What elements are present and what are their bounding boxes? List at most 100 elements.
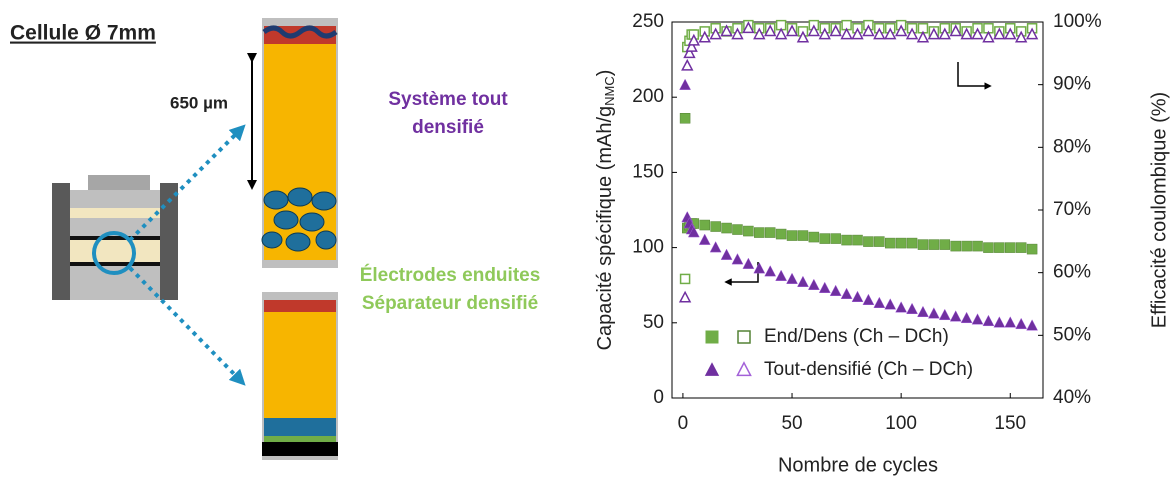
- capacity-point: [829, 284, 842, 296]
- capacity-point: [818, 281, 831, 293]
- capacity-point: [764, 265, 777, 277]
- capacity-point: [775, 269, 788, 281]
- capacity-point: [939, 239, 951, 250]
- efficiency-point: [840, 27, 853, 40]
- efficiency-point: [993, 27, 1006, 40]
- efficiency-point: [916, 30, 930, 43]
- efficiency-point: [982, 30, 995, 43]
- y-label-sub: NMC: [602, 76, 617, 106]
- capacity-point: [884, 298, 897, 310]
- capacity-point: [874, 236, 885, 247]
- capacity-point: [928, 239, 940, 250]
- legend-label: Tout-densifié (Ch – DCh): [764, 359, 973, 380]
- capacity-point: [938, 308, 951, 321]
- efficiency-point: [753, 27, 766, 40]
- y-label-text: Capacité spécifique (mAh/g: [594, 106, 616, 351]
- capacity-point: [1015, 242, 1027, 253]
- legend-marker: [705, 330, 719, 344]
- capacity-point: [1015, 317, 1028, 330]
- y2-tick-label: 60%: [1053, 262, 1091, 283]
- diagram: Cellule Ø 7mm 650 µm Système tout densif…: [10, 18, 540, 460]
- y-axis-label: Capacité spécifique (mAh/gNMC): [594, 70, 617, 351]
- efficiency-point: [1025, 27, 1039, 40]
- capacity-point: [754, 227, 765, 238]
- cell-title: Cellule Ø 7mm: [10, 22, 156, 45]
- capacity-point: [1026, 319, 1039, 331]
- capacity-point: [830, 233, 841, 244]
- capacity-point: [884, 237, 896, 249]
- capacity-point: [797, 230, 809, 241]
- capacity-point: [961, 240, 972, 252]
- capacity-point: [687, 226, 700, 238]
- efficiency-point: [818, 27, 831, 40]
- efficiency-point: [681, 58, 694, 71]
- capacity-point: [960, 311, 973, 324]
- capacity-point: [841, 234, 852, 246]
- efficiency-point: [785, 24, 799, 37]
- capacity-point: [972, 240, 983, 252]
- capacity-point: [917, 239, 929, 250]
- y2-tick-label: 70%: [1053, 199, 1091, 220]
- efficiency-point: [678, 290, 692, 303]
- efficiency-point: [905, 27, 919, 40]
- capacity-point: [851, 290, 864, 302]
- thickness-label: 650 µm: [170, 93, 228, 112]
- y-tick-label: 100: [632, 237, 664, 258]
- y2-axis-label: Efficacité coulombique (%): [1148, 92, 1170, 328]
- capacity-point: [786, 230, 798, 241]
- efficiency-point: [949, 24, 962, 37]
- capacity-point: [993, 316, 1006, 328]
- capacity-point: [840, 287, 853, 299]
- capacity-point: [699, 219, 710, 231]
- capacity-point: [808, 231, 820, 243]
- efficiency-point: [927, 27, 941, 40]
- y2-tick-label: 90%: [1053, 74, 1091, 95]
- x-tick-label: 0: [678, 413, 689, 434]
- efficiency-point: [679, 273, 691, 285]
- capacity-point: [906, 237, 918, 249]
- capacity-point: [720, 248, 733, 260]
- efficiency-point: [764, 24, 777, 37]
- capacity-point: [721, 222, 732, 234]
- y-tick-label: 50: [643, 312, 664, 333]
- capacity-point: [949, 310, 962, 322]
- top-label: densifié: [412, 117, 484, 138]
- x-tick-label: 150: [994, 413, 1026, 434]
- y-label-end: ): [594, 70, 616, 77]
- y2-tick-label: 50%: [1053, 324, 1091, 345]
- capacity-point: [698, 233, 711, 245]
- efficiency-point: [1004, 27, 1017, 40]
- efficiency-point: [807, 24, 821, 37]
- capacity-point: [917, 305, 929, 318]
- efficiency-point: [971, 27, 984, 40]
- efficiency-point: [720, 24, 733, 37]
- capacity-point: [775, 228, 787, 240]
- legend-label: End/Dens (Ch – DCh): [764, 326, 949, 347]
- capacity-point: [679, 113, 691, 124]
- efficiency-point: [742, 21, 755, 34]
- capacity-point: [786, 272, 798, 284]
- y2-tick-label: 40%: [1053, 387, 1091, 408]
- capacity-point: [709, 241, 722, 253]
- capacity-point: [753, 262, 766, 274]
- y-tick-label: 0: [653, 387, 664, 408]
- capacity-point: [971, 313, 984, 325]
- y2-tick-label: 100%: [1053, 11, 1102, 32]
- efficiency-point: [938, 27, 951, 40]
- capacity-point: [852, 234, 863, 246]
- capacity-point: [982, 314, 995, 327]
- efficiency-point: [894, 24, 908, 37]
- capacity-point: [679, 78, 692, 90]
- chart: Nombre de cycles Capacité spécifique (mA…: [594, 11, 1170, 476]
- efficiency-point: [796, 30, 810, 43]
- capacity-point: [927, 307, 940, 319]
- efficiency-point: [731, 27, 744, 40]
- efficiency-point: [851, 27, 864, 40]
- capacity-point: [743, 225, 754, 237]
- capacity-point: [906, 302, 918, 315]
- legend-marker: [737, 330, 751, 344]
- x-tick-label: 100: [885, 413, 917, 434]
- capacity-point: [895, 237, 907, 249]
